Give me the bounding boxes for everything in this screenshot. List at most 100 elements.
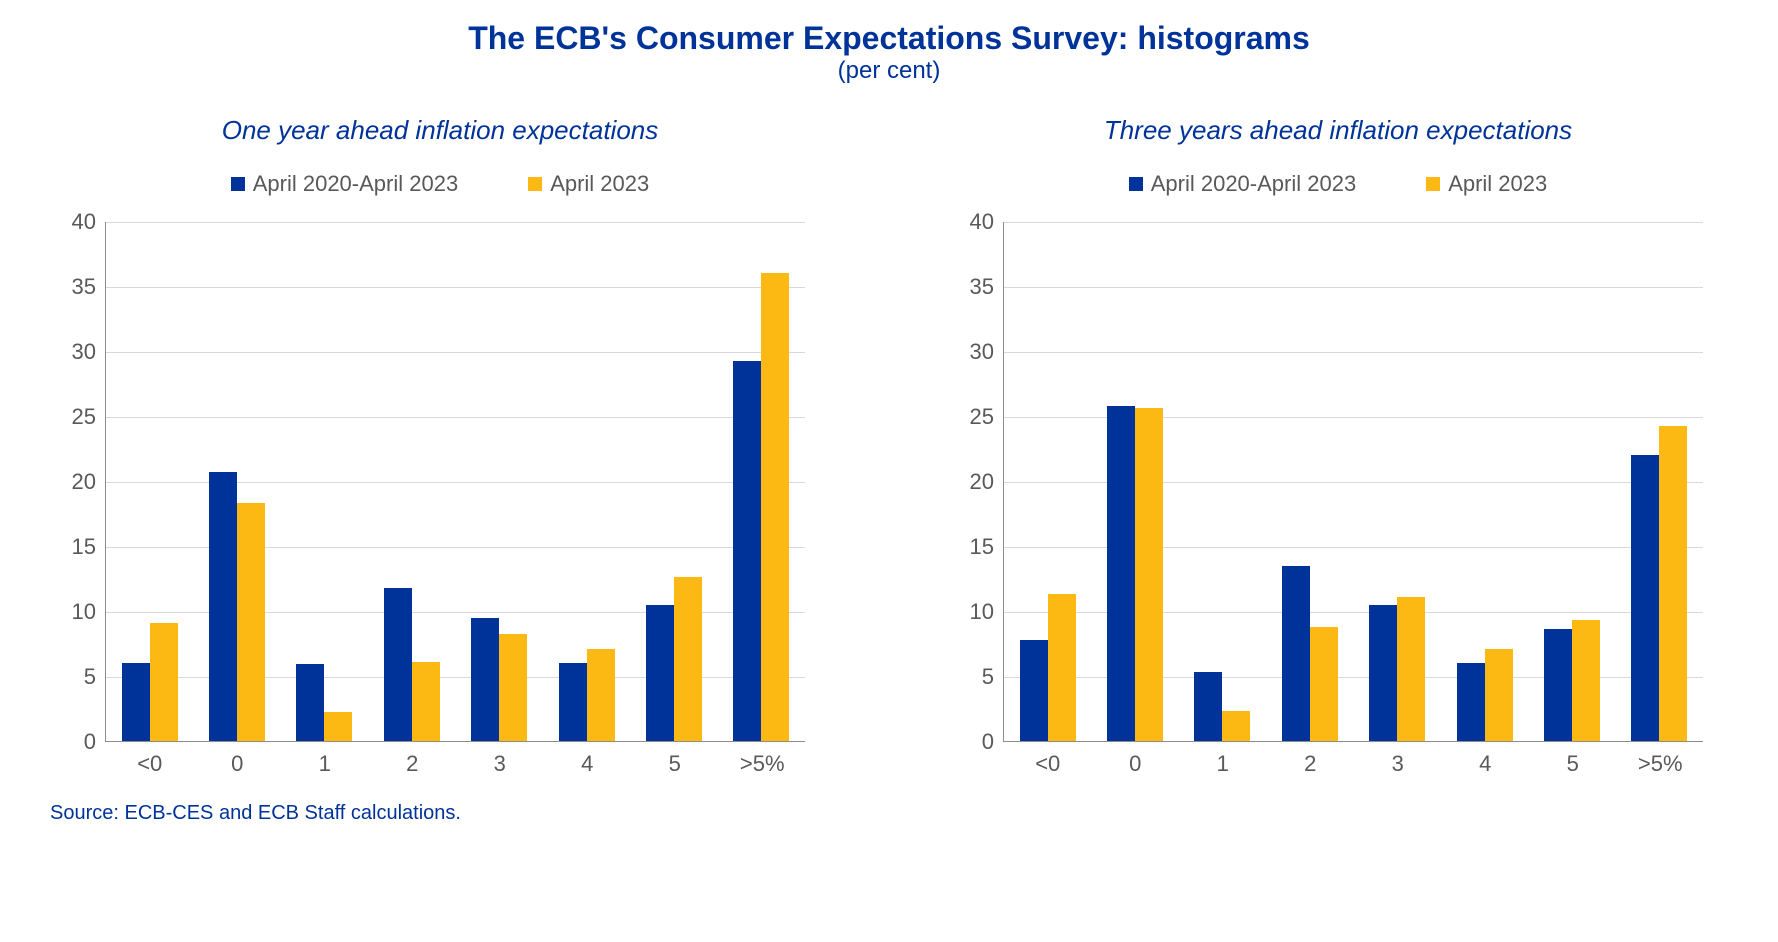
ytick-label: 40	[954, 209, 1004, 235]
legend-swatch-b	[1426, 177, 1440, 191]
legend-swatch-a	[231, 177, 245, 191]
xtick-label: 1	[319, 741, 331, 777]
bar-series-a	[1282, 566, 1310, 742]
ytick-label: 40	[56, 209, 106, 235]
chart-right: 0510152025303540<0012345>5%	[1003, 222, 1728, 742]
source-note: Source: ECB-CES and ECB Staff calculatio…	[50, 802, 1728, 825]
ytick-label: 35	[56, 274, 106, 300]
bar-group	[1616, 426, 1703, 741]
panel-left: One year ahead inflation expectations Ap…	[50, 115, 830, 742]
legend-label-a: April 2020-April 2023	[253, 171, 458, 197]
bar-series-a	[559, 663, 587, 741]
bar-group	[1441, 649, 1528, 741]
legend-label-a: April 2020-April 2023	[1151, 171, 1356, 197]
xtick-label: 5	[669, 741, 681, 777]
ytick-label: 10	[954, 599, 1004, 625]
bar-group	[1354, 597, 1441, 741]
bar-group	[1091, 406, 1178, 741]
ytick-label: 30	[954, 339, 1004, 365]
bar-series-b	[1222, 711, 1250, 741]
bar-series-b	[1659, 426, 1687, 741]
bar-series-a	[1107, 406, 1135, 741]
ytick-label: 30	[56, 339, 106, 365]
legend-swatch-b	[528, 177, 542, 191]
bar-series-a	[296, 664, 324, 741]
bar-series-b	[1485, 649, 1513, 741]
bar-series-b	[1397, 597, 1425, 741]
bar-series-b	[587, 649, 615, 741]
legend-item-a: April 2020-April 2023	[231, 171, 458, 197]
legend-item-b: April 2023	[528, 171, 649, 197]
panel-right-legend: April 2020-April 2023 April 2023	[948, 171, 1728, 197]
ytick-label: 0	[954, 729, 1004, 755]
xtick-label: 3	[1392, 741, 1404, 777]
bar-series-a	[1544, 629, 1572, 741]
bar-group	[718, 273, 805, 741]
ytick-label: 10	[56, 599, 106, 625]
bar-group	[543, 649, 630, 741]
bar-group	[106, 623, 193, 741]
xtick-label: 5	[1567, 741, 1579, 777]
bar-series-a	[646, 605, 674, 742]
xtick-label: <0	[1035, 741, 1060, 777]
bar-series-a	[471, 618, 499, 742]
bar-series-a	[733, 361, 761, 741]
ytick-label: 5	[954, 664, 1004, 690]
legend-item-a: April 2020-April 2023	[1129, 171, 1356, 197]
ytick-label: 25	[56, 404, 106, 430]
ytick-label: 0	[56, 729, 106, 755]
bar-group	[1179, 672, 1266, 741]
plot-area-left: 0510152025303540<0012345>5%	[105, 222, 805, 742]
bar-series-a	[1369, 605, 1397, 742]
bar-series-b	[1048, 594, 1076, 741]
bars-layer	[1004, 222, 1703, 741]
page: The ECB's Consumer Expectations Survey: …	[0, 0, 1778, 942]
xtick-label: 4	[581, 741, 593, 777]
bar-group	[1528, 620, 1615, 741]
panel-left-title: One year ahead inflation expectations	[50, 115, 830, 146]
xtick-label: >5%	[740, 741, 785, 777]
panel-right-title: Three years ahead inflation expectations	[948, 115, 1728, 146]
xtick-label: 2	[406, 741, 418, 777]
xtick-label: 3	[494, 741, 506, 777]
bar-group	[193, 472, 280, 741]
ytick-label: 35	[954, 274, 1004, 300]
main-title: The ECB's Consumer Expectations Survey: …	[50, 20, 1728, 57]
legend-swatch-a	[1129, 177, 1143, 191]
main-subtitle: (per cent)	[50, 57, 1728, 85]
ytick-label: 20	[954, 469, 1004, 495]
bar-series-a	[122, 663, 150, 741]
bar-group	[368, 588, 455, 741]
xtick-label: 0	[1129, 741, 1141, 777]
bar-group	[1004, 594, 1091, 741]
ytick-label: 15	[954, 534, 1004, 560]
bar-series-b	[1310, 627, 1338, 741]
bar-series-b	[674, 577, 702, 741]
ytick-label: 5	[56, 664, 106, 690]
bar-series-b	[1572, 620, 1600, 741]
ytick-label: 20	[56, 469, 106, 495]
chart-left: 0510152025303540<0012345>5%	[105, 222, 830, 742]
xtick-label: >5%	[1638, 741, 1683, 777]
bar-series-a	[384, 588, 412, 741]
bar-series-a	[1457, 663, 1485, 741]
bar-series-b	[1135, 408, 1163, 741]
bar-series-b	[237, 503, 265, 741]
bar-series-b	[150, 623, 178, 741]
bar-series-b	[499, 634, 527, 741]
panel-right: Three years ahead inflation expectations…	[948, 115, 1728, 742]
xtick-label: 0	[231, 741, 243, 777]
bar-series-a	[209, 472, 237, 741]
xtick-label: 1	[1217, 741, 1229, 777]
bar-group	[456, 618, 543, 742]
plot-area-right: 0510152025303540<0012345>5%	[1003, 222, 1703, 742]
panel-left-legend: April 2020-April 2023 April 2023	[50, 171, 830, 197]
xtick-label: 4	[1479, 741, 1491, 777]
bar-series-b	[324, 712, 352, 741]
legend-item-b: April 2023	[1426, 171, 1547, 197]
panels-row: One year ahead inflation expectations Ap…	[50, 115, 1728, 742]
legend-label-b: April 2023	[1448, 171, 1547, 197]
xtick-label: <0	[137, 741, 162, 777]
bar-group	[281, 664, 368, 741]
bar-series-a	[1020, 640, 1048, 741]
